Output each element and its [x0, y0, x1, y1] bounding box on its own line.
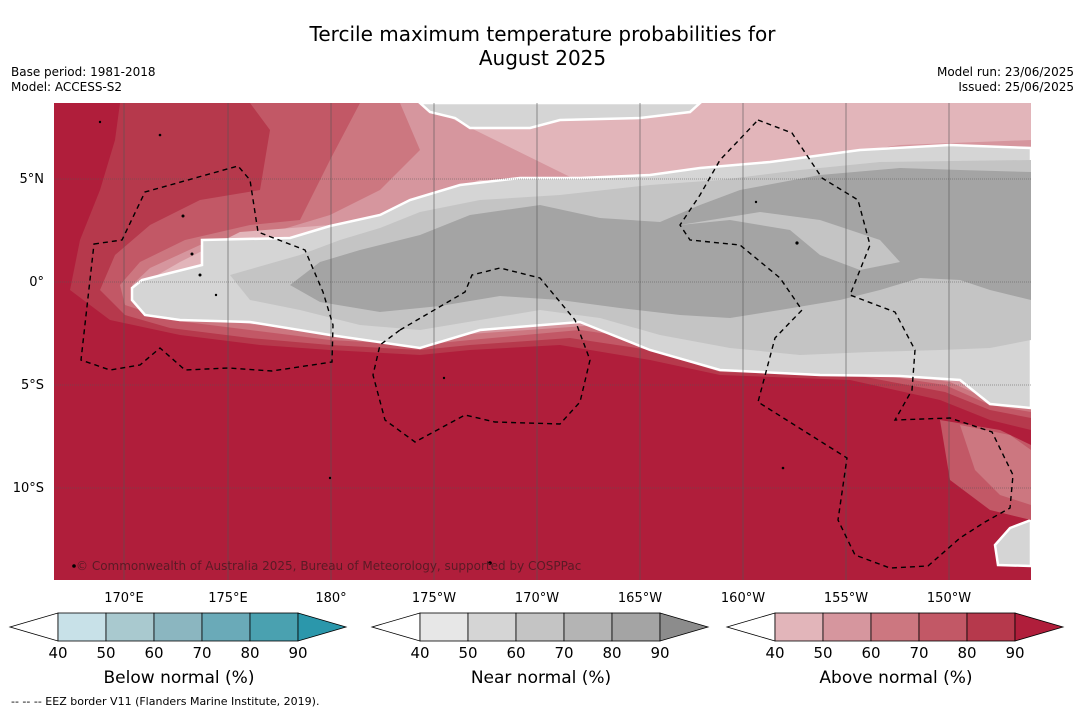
base-period: Base period: 1981-2018	[11, 65, 156, 79]
island-dot	[795, 241, 799, 245]
colorbar-above-over-arrow	[1014, 612, 1065, 642]
lat-label-5s: 5°S	[21, 378, 44, 393]
colorbar-below-tick-label: 70	[192, 644, 211, 662]
lon-label-165w: 165°W	[618, 591, 662, 606]
colorbar-near-segment	[515, 612, 565, 642]
colorbar-above-segment	[774, 612, 824, 642]
colorbar-near: 40 50 60 70 80 90	[370, 612, 710, 662]
near-normal-southeast-patch	[993, 518, 1031, 568]
copyright-text: © Commonwealth of Australia 2025, Bureau…	[76, 559, 581, 573]
lat-label-0: 0°	[29, 275, 44, 290]
legend-title-near: Near normal (%)	[470, 668, 612, 688]
meta-left: Base period: 1981-2018 Model: ACCESS-S2	[11, 65, 156, 95]
colorbar-above-tick-label: 90	[1005, 644, 1024, 662]
colorbar-above-tick-label: 60	[861, 644, 880, 662]
colorbar-above: 40 50 60 70 80 90	[725, 612, 1065, 662]
legend-title-above: Above normal (%)	[819, 668, 973, 688]
island-dot	[158, 133, 162, 137]
eez-border-tuvalu	[80, 165, 334, 372]
colorbar-near-segment	[563, 612, 613, 642]
colorbar-above-segment	[918, 612, 968, 642]
island-dot	[190, 252, 194, 256]
colorbar-below-segment	[201, 612, 251, 642]
model-name: Model: ACCESS-S2	[11, 80, 123, 94]
colorbar-below-segment	[153, 612, 203, 642]
colorbar-above-under-arrow	[725, 612, 776, 642]
colorbar-below-tick-label: 90	[288, 644, 307, 662]
lon-label-180: 180°	[315, 591, 346, 606]
colorbar-above-tick-label: 70	[909, 644, 928, 662]
colorbar-below-under-arrow	[8, 612, 59, 642]
lat-labels: 5°N 0° 5°S 10°S	[13, 172, 44, 496]
colorbar-near-tick-label: 50	[458, 644, 477, 662]
colorbar-above-segment	[822, 612, 872, 642]
colorbar-below-segment	[249, 612, 299, 642]
colorbar-above-segment	[870, 612, 920, 642]
lon-label-155w: 155°W	[824, 591, 868, 606]
colorbar-above-tick-label: 80	[957, 644, 976, 662]
colorbar-below-tick-label: 80	[240, 644, 259, 662]
island-dot	[488, 561, 492, 565]
lon-label-160w: 160°W	[721, 591, 765, 606]
colorbar-below-tick-label: 60	[144, 644, 163, 662]
lat-label-10s: 10°S	[13, 481, 44, 496]
colorbar-below-segment	[57, 612, 107, 642]
map-title: Tercile maximum temperature probabilitie…	[0, 22, 1085, 70]
title-line-1: Tercile maximum temperature probabilitie…	[309, 22, 776, 46]
colorbar-near-segment	[611, 612, 661, 642]
eez-borders	[80, 119, 1014, 569]
lon-labels: 170°E 175°E 180° 175°W 170°W 165°W 160°W…	[104, 591, 971, 606]
colorbar-below-over-arrow	[297, 612, 348, 642]
island-dot	[781, 466, 785, 470]
island-dot	[198, 273, 202, 277]
lon-label-175e: 175°E	[208, 591, 248, 606]
colorbar-near-segment	[419, 612, 469, 642]
island-dot	[442, 376, 446, 380]
colorbar-above-tick-label: 50	[813, 644, 832, 662]
island-dot	[72, 564, 76, 568]
lon-label-170w: 170°W	[515, 591, 559, 606]
near-normal-north-patch	[418, 103, 702, 130]
near-normal-lighter-patch	[680, 212, 900, 270]
lon-label-170e: 170°E	[104, 591, 144, 606]
lon-label-150w: 150°W	[927, 591, 971, 606]
graticule	[54, 103, 1031, 580]
colorbar-near-under-arrow	[370, 612, 421, 642]
lat-label-5n: 5°N	[20, 172, 45, 187]
legend-colorbars: 40 50 60 70 80 90 40 50 60 70 80 90 40 50 60 70 80 90	[8, 612, 1065, 662]
colorbar-near-segment	[467, 612, 517, 642]
lon-label-175w: 175°W	[412, 591, 456, 606]
eez-border-tokelau	[372, 267, 591, 443]
eez-footnote: -- -- -- EEZ border V11 (Flanders Marine…	[11, 695, 320, 708]
title-line-2: August 2025	[478, 46, 607, 70]
colorbar-above-segment	[966, 612, 1016, 642]
colorbar-near-tick-label: 90	[650, 644, 669, 662]
colorbar-above-tick-label: 40	[765, 644, 784, 662]
above-normal-southeast-inner	[960, 425, 1031, 505]
colorbar-near-tick-label: 60	[506, 644, 525, 662]
meta-right: Model run: 23/06/2025 Issued: 25/06/2025	[937, 65, 1074, 95]
island-dot	[754, 200, 758, 204]
colorbar-below-tick-label: 40	[48, 644, 67, 662]
legend-title-below: Below normal (%)	[103, 668, 255, 688]
model-run: Model run: 23/06/2025	[936, 65, 1074, 79]
islands	[72, 120, 799, 568]
island-dot	[98, 120, 102, 124]
colorbar-below: 40 50 60 70 80 90	[8, 612, 348, 662]
colorbar-near-over-arrow	[659, 612, 710, 642]
colorbar-near-tick-label: 40	[410, 644, 429, 662]
colorbar-below-segment	[105, 612, 155, 642]
colorbar-below-tick-label: 50	[96, 644, 115, 662]
map-area: © Commonwealth of Australia 2025, Bureau…	[54, 103, 1031, 580]
issued-date: Issued: 25/06/2025	[958, 80, 1074, 94]
island-dot	[214, 293, 218, 297]
colorbar-near-tick-label: 70	[554, 644, 573, 662]
colorbar-near-tick-label: 80	[602, 644, 621, 662]
island-dot	[328, 476, 332, 480]
island-dot	[181, 214, 185, 218]
